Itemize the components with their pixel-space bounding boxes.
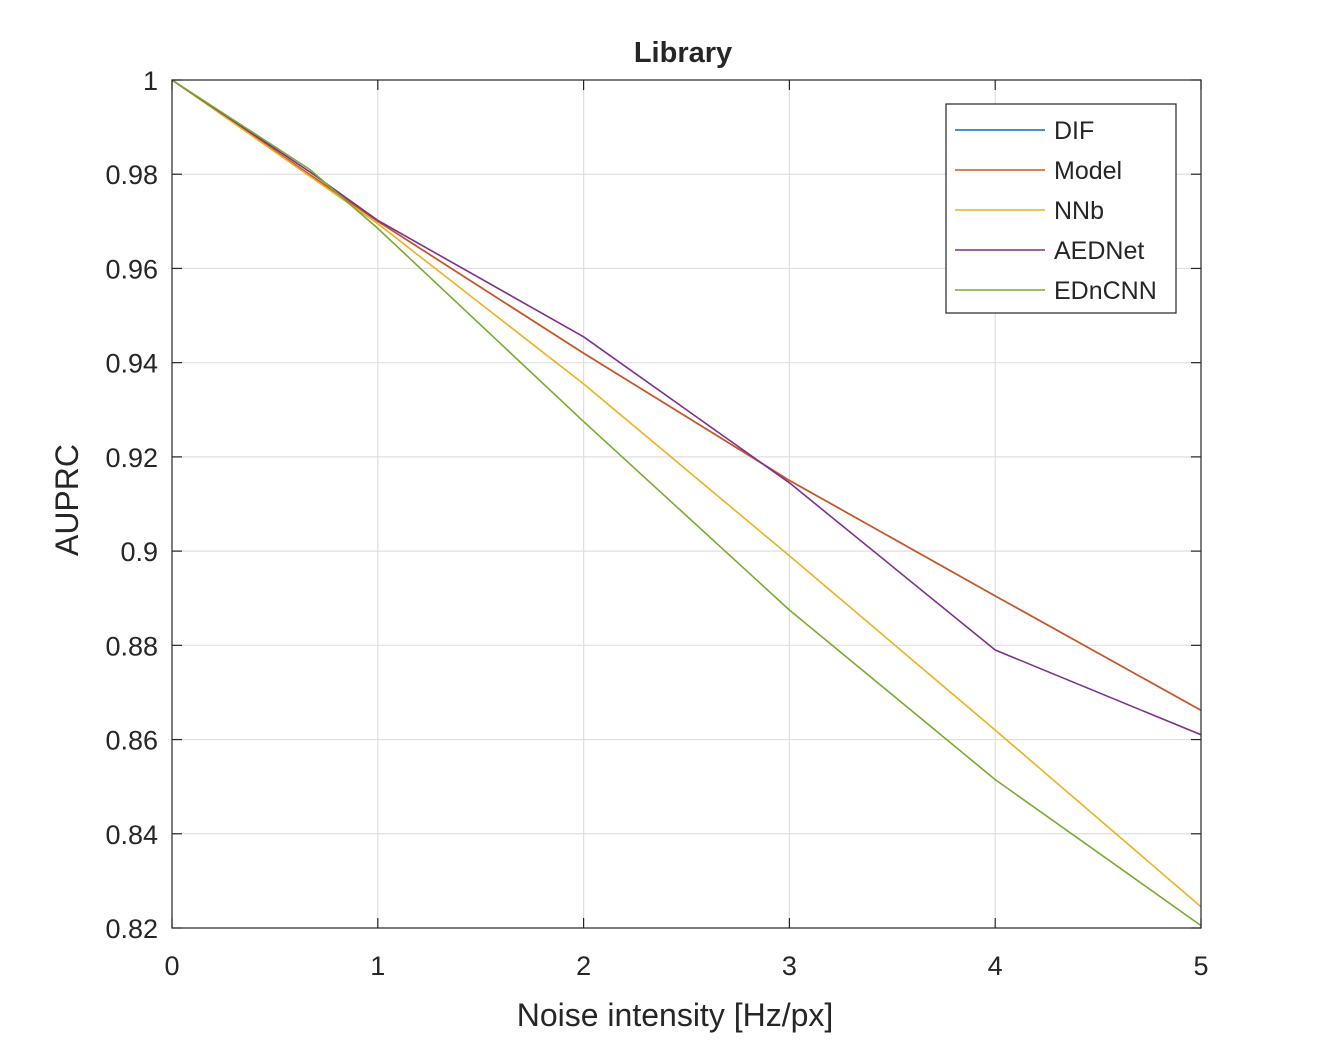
legend-label-nnb: NNb: [1054, 197, 1104, 225]
x-tick-label: 3: [782, 951, 797, 981]
legend-label-edncnn: EDnCNN: [1054, 277, 1157, 305]
x-tick-label: 1: [370, 951, 385, 981]
legend-label-model: Model: [1054, 157, 1122, 185]
y-tick-label: 0.88: [105, 631, 158, 661]
y-tick-label: 0.92: [105, 443, 158, 473]
y-tick-label: 0.98: [105, 160, 158, 190]
x-tick-label: 0: [164, 951, 179, 981]
legend-box: [945, 103, 1177, 314]
chart-title: Library: [634, 37, 732, 69]
y-tick-label: 0.82: [105, 914, 158, 944]
y-axis-label: AUPRC: [49, 444, 85, 556]
axis-ticks: 0 1 2 3 4 5 0.82 0.84 0.86 0.88 0.9 0.92 0.94 0.96 0.9…: [105, 66, 1208, 981]
x-tick-label: 2: [576, 951, 591, 981]
series-line-aednet: [171, 79, 1202, 736]
series-lines: [171, 79, 1202, 927]
legend-label-aednet: AEDNet: [1054, 237, 1144, 265]
axes-box: [171, 79, 1202, 929]
series-line-nnb: [171, 79, 1202, 908]
grid: [172, 80, 1201, 928]
x-axis-label: Noise intensity [Hz/px]: [517, 997, 834, 1033]
x-tick-label: 4: [988, 951, 1003, 981]
legend: DIF Model NNb AEDNet EDnCNN: [945, 103, 1177, 314]
legend-label-dif: DIF: [1054, 117, 1094, 145]
series-line-edncnn: [171, 79, 1202, 927]
y-tick-label: 0.84: [105, 820, 158, 850]
y-tick-label: 0.94: [105, 349, 158, 379]
y-tick-label: 0.9: [120, 537, 158, 567]
x-tick-label: 5: [1193, 951, 1208, 981]
y-tick-label: 1: [143, 66, 158, 96]
y-tick-label: 0.96: [105, 254, 158, 284]
y-tick-label: 0.86: [105, 726, 158, 756]
